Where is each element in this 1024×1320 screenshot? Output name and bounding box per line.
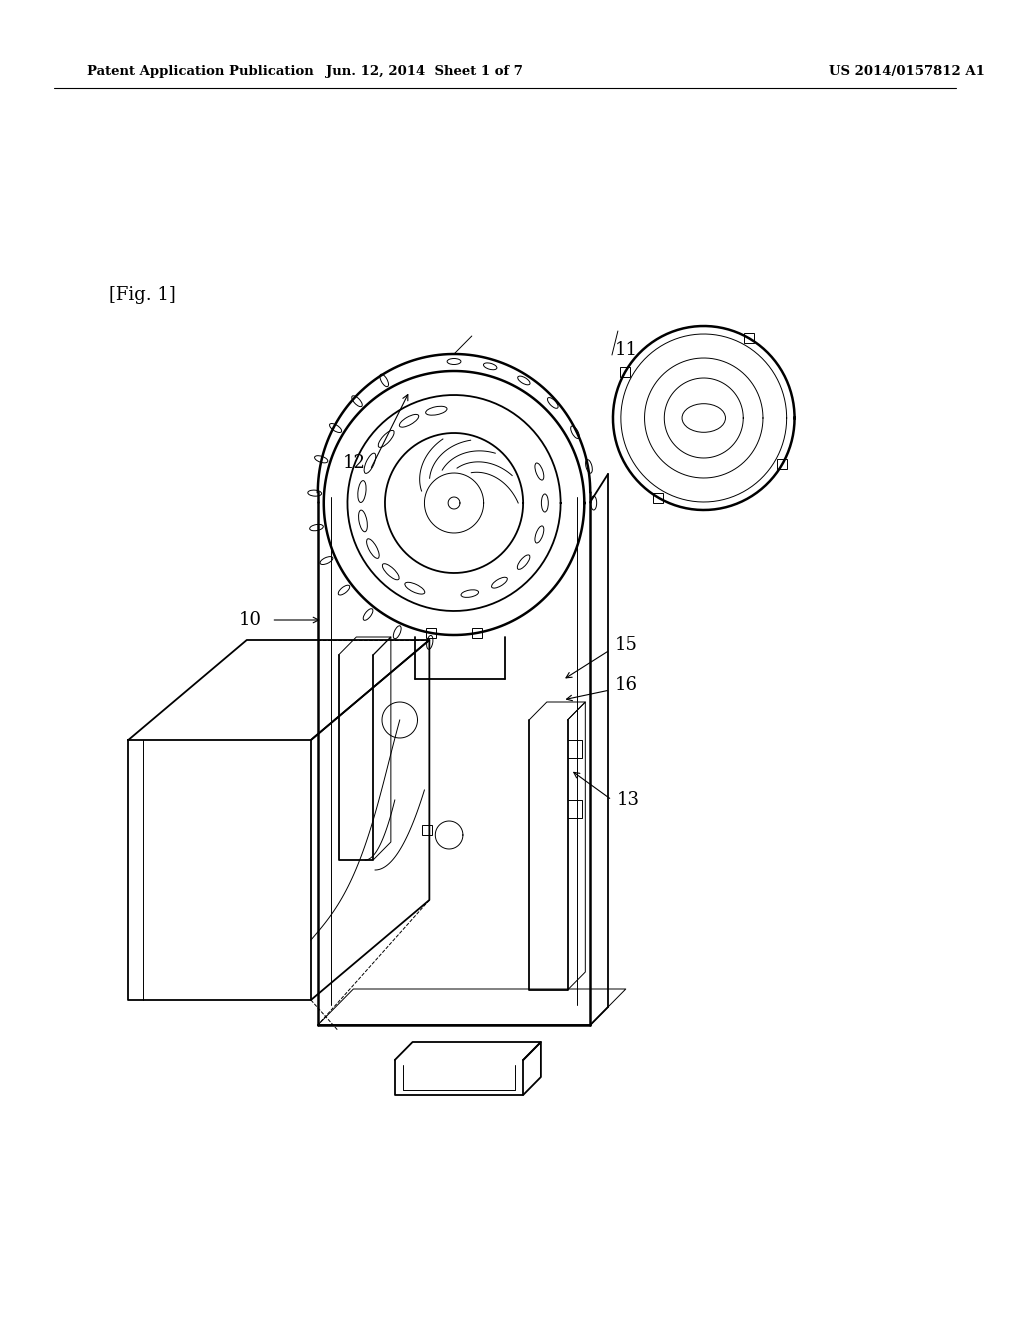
Text: Jun. 12, 2014  Sheet 1 of 7: Jun. 12, 2014 Sheet 1 of 7 [326, 66, 523, 78]
Bar [472, 628, 481, 638]
Bar [744, 334, 754, 343]
Text: [Fig. 1]: [Fig. 1] [109, 286, 175, 304]
Bar [777, 459, 787, 469]
Bar [426, 628, 436, 638]
Bar [423, 825, 432, 836]
Text: 13: 13 [616, 791, 640, 809]
Bar [653, 492, 664, 503]
Text: Patent Application Publication: Patent Application Publication [87, 66, 313, 78]
Text: 15: 15 [615, 636, 638, 653]
Bar [621, 367, 630, 378]
Text: 12: 12 [342, 454, 366, 473]
Text: US 2014/0157812 A1: US 2014/0157812 A1 [829, 66, 985, 78]
Text: 11: 11 [615, 341, 638, 359]
Text: 16: 16 [615, 676, 638, 694]
Text: 10: 10 [239, 611, 261, 630]
